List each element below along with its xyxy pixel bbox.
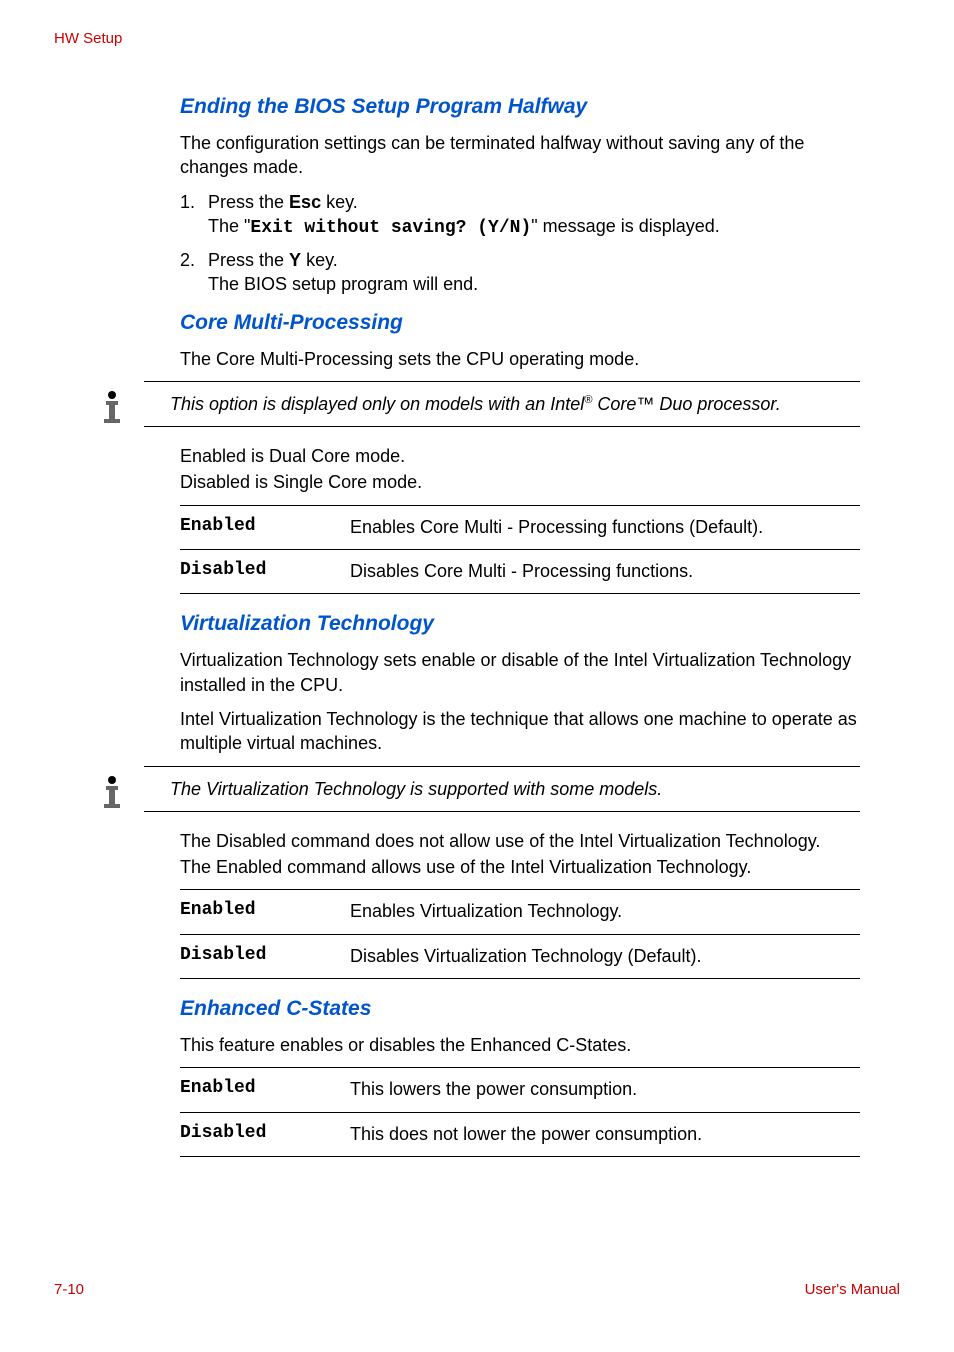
virt-intro1: Virtualization Technology sets enable or… <box>180 648 860 697</box>
step1-line2-b: " message is displayed. <box>531 216 719 236</box>
step2-text-a: Press the <box>208 250 289 270</box>
enabled-term: Enabled <box>180 516 350 539</box>
enabled-desc: Enables Core Multi - Processing function… <box>350 516 860 539</box>
disabled-desc: This does not lower the power consumptio… <box>350 1123 860 1146</box>
step1-text-a: Press the <box>208 192 289 212</box>
core-multi-intro: The Core Multi-Processing sets the CPU o… <box>180 347 860 371</box>
disabled-desc: Disables Core Multi - Processing functio… <box>350 560 860 583</box>
step2-text-b: key. <box>301 250 338 270</box>
core-enabled-mode: Enabled is Dual Core mode. <box>180 444 860 468</box>
table-row: Enabled This lowers the power consumptio… <box>180 1068 860 1112</box>
step-2: 2. Press the Y key. The BIOS setup progr… <box>180 248 860 297</box>
virt-post2: The Enabled command allows use of the In… <box>180 855 860 879</box>
disabled-term: Disabled <box>180 1123 350 1146</box>
page-number: 7-10 <box>54 1281 84 1298</box>
ending-bios-intro: The configuration settings can be termin… <box>180 131 860 180</box>
step-1-number: 1. <box>180 190 208 241</box>
enabled-term: Enabled <box>180 900 350 923</box>
step-2-number: 2. <box>180 248 208 297</box>
esc-key: Esc <box>289 192 321 212</box>
manual-label: User's Manual <box>805 1281 900 1298</box>
info-icon <box>54 381 108 434</box>
virtualization-table: Enabled Enables Virtualization Technolog… <box>180 889 860 979</box>
table-row: Enabled Enables Core Multi - Processing … <box>180 506 860 550</box>
disabled-term: Disabled <box>180 945 350 968</box>
table-row: Disabled Disables Core Multi - Processin… <box>180 550 860 594</box>
enabled-desc: This lowers the power consumption. <box>350 1078 860 1101</box>
virt-intro2: Intel Virtualization Technology is the t… <box>180 707 860 756</box>
table-row: Disabled Disables Virtualization Technol… <box>180 935 860 979</box>
note-text-core-multi: This option is displayed only on models … <box>144 381 860 427</box>
info-icon <box>54 766 108 819</box>
heading-virtualization: Virtualization Technology <box>180 612 860 636</box>
exit-prompt-text: Exit without saving? (Y/N) <box>250 218 531 238</box>
heading-enhanced-c: Enhanced C-States <box>180 997 860 1021</box>
heading-ending-bios: Ending the BIOS Setup Program Halfway <box>180 95 860 119</box>
core-multi-table: Enabled Enables Core Multi - Processing … <box>180 505 860 595</box>
note-core-multi: This option is displayed only on models … <box>180 381 860 434</box>
step1-text-b: key. <box>321 192 358 212</box>
step1-line2-a: The " <box>208 216 250 236</box>
virt-post1: The Disabled command does not allow use … <box>180 829 860 853</box>
enhanced-c-table: Enabled This lowers the power consumptio… <box>180 1067 860 1157</box>
heading-core-multi: Core Multi-Processing <box>180 311 860 335</box>
enabled-desc: Enables Virtualization Technology. <box>350 900 860 923</box>
core-disabled-mode: Disabled is Single Core mode. <box>180 470 860 494</box>
step-1: 1. Press the Esc key. The "Exit without … <box>180 190 860 241</box>
note-text-virtualization: The Virtualization Technology is support… <box>144 766 860 812</box>
step2-line2: The BIOS setup program will end. <box>208 274 478 294</box>
table-row: Enabled Enables Virtualization Technolog… <box>180 890 860 934</box>
enabled-term: Enabled <box>180 1078 350 1101</box>
enhanced-c-intro: This feature enables or disables the Enh… <box>180 1033 860 1057</box>
disabled-desc: Disables Virtualization Technology (Defa… <box>350 945 860 968</box>
page-footer: 7-10 User's Manual <box>54 1281 900 1298</box>
y-key: Y <box>289 250 301 270</box>
chapter-header: HW Setup <box>54 30 900 47</box>
table-row: Disabled This does not lower the power c… <box>180 1113 860 1157</box>
note-virtualization: The Virtualization Technology is support… <box>180 766 860 819</box>
disabled-term: Disabled <box>180 560 350 583</box>
